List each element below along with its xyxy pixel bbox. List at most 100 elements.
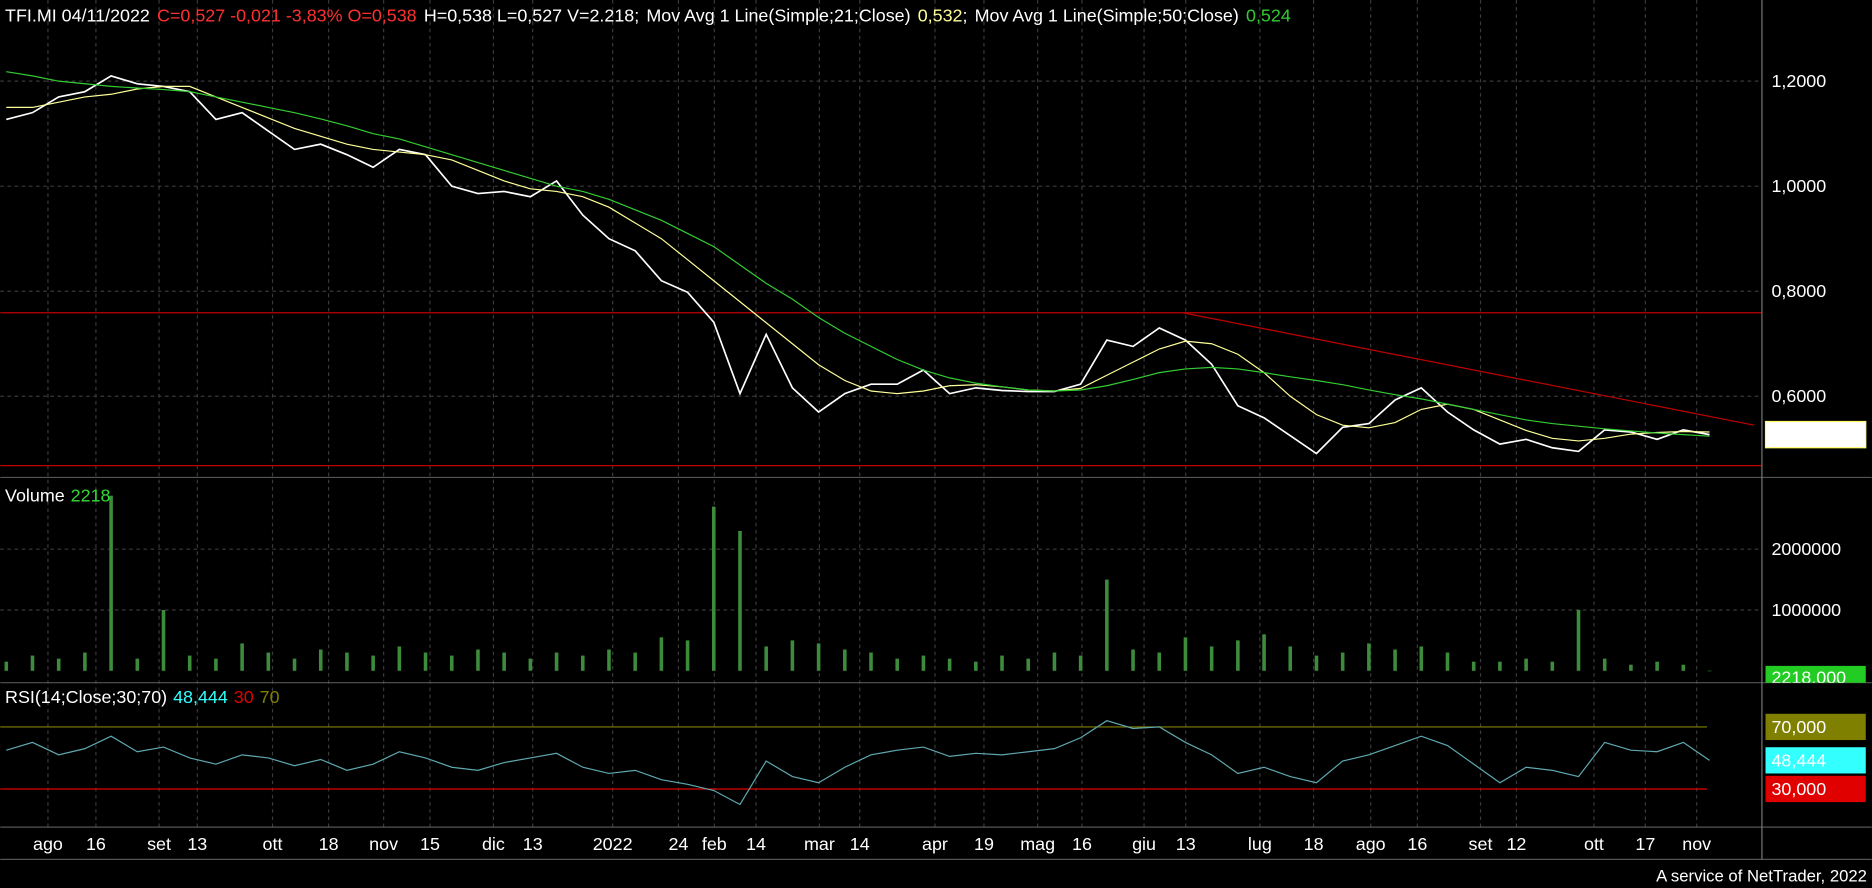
header: TFI.MI 04/11/2022 C=0,527 -0,021 -3,83% O…	[5, 5, 1291, 25]
labels-layer: ago 16 set 13 ott 18 nov 15 dic 13 2022 24 feb 14 mar 1…	[33, 71, 1867, 854]
x-tick-label: mag	[1020, 834, 1055, 854]
x-tick-label: 17	[1635, 834, 1655, 854]
tick-box	[1765, 713, 1866, 741]
x-tick-label: ago	[33, 834, 63, 854]
volume-bar	[711, 506, 716, 671]
x-tick-label: lug	[1248, 834, 1272, 854]
y-tick-label: 2000000	[1771, 539, 1841, 559]
volume-label: Volume	[5, 485, 65, 505]
x-tick-label: 19	[974, 834, 994, 854]
marks-layer	[0, 71, 1762, 806]
volume-bar	[56, 658, 61, 671]
x-tick-label: 18	[1304, 834, 1324, 854]
x-tick-label: 24	[668, 834, 688, 854]
rsi-line	[6, 720, 1710, 806]
tick-box	[1765, 775, 1866, 803]
volume-bar	[1655, 661, 1659, 671]
volume-bar	[1026, 658, 1031, 671]
volume-bar	[921, 655, 926, 671]
rsi-label: RSI(14;Close;30;70)	[5, 687, 167, 707]
ticker-title: TFI.MI 04/11/2022	[5, 5, 150, 25]
quote: C=0,527 -0,021 -3,83% O=0,538	[157, 5, 417, 25]
trend-line	[1182, 312, 1755, 426]
price-box-label: 0,5270	[1771, 425, 1826, 445]
volume-bar	[1209, 646, 1214, 671]
moving-average	[6, 85, 1710, 442]
grid-layer	[0, 0, 1762, 828]
y-tick-label: 0,6000	[1771, 386, 1826, 406]
x-tick-label: 13	[523, 834, 543, 854]
volume-bar	[1602, 658, 1607, 671]
x-tick-label: 12	[1506, 834, 1526, 854]
volume-bar	[764, 646, 768, 671]
volume-bar	[790, 640, 795, 671]
rsi-box-label: 48,444	[1771, 750, 1826, 770]
x-tick-label: feb	[702, 834, 727, 854]
x-tick-label: 16	[86, 834, 106, 854]
volume-bar	[476, 649, 480, 671]
volume-bar	[1340, 652, 1345, 671]
x-tick-label: 13	[187, 834, 207, 854]
y-tick-label: 30,000	[1771, 779, 1826, 799]
volume-bar	[816, 643, 821, 671]
volume-bar	[1052, 652, 1057, 671]
volume-bar	[423, 652, 428, 671]
x-tick-label: 16	[1407, 834, 1427, 854]
price-box	[1764, 420, 1867, 449]
x-tick-label: giu	[1132, 834, 1156, 854]
separator: ;	[963, 5, 968, 25]
volume-bar	[528, 658, 533, 671]
moving-average	[6, 71, 1710, 437]
x-tick-label: mar	[804, 834, 835, 854]
volume-bar	[240, 643, 244, 671]
volume-bar	[83, 652, 87, 671]
volume-bar	[1288, 646, 1293, 671]
legend-name: Mov Avg 1 Line(Simple;50;Close)	[975, 5, 1239, 25]
volume-bar	[1000, 655, 1004, 671]
volume-bar	[974, 661, 978, 671]
rsi-value: 48,444	[173, 687, 228, 707]
volume-bar	[843, 649, 847, 671]
price-line	[6, 74, 1710, 455]
volume-bar	[1183, 637, 1188, 671]
volume-bar	[449, 655, 454, 671]
volume-bar	[738, 530, 742, 671]
volume-bar	[685, 640, 690, 671]
volume-bar	[345, 652, 349, 671]
x-tick-label: ago	[1356, 834, 1386, 854]
x-tick-label: ott	[1584, 834, 1604, 854]
rsi-level: 70	[260, 687, 280, 707]
x-tick-label: ott	[263, 834, 283, 854]
volume-bar	[1314, 655, 1319, 671]
volume-bar	[659, 637, 664, 671]
x-tick-label: set	[1469, 834, 1493, 854]
volume-bar	[30, 655, 35, 671]
legend-value: 0,524	[1246, 5, 1291, 25]
volume-bar	[1524, 658, 1528, 671]
volume-bar	[109, 495, 113, 671]
volume-value: 2218	[71, 485, 111, 505]
rsi-legend: RSI(14;Close;30;70) 48,444 30 70	[5, 687, 280, 707]
ohlc: H=0,538 L=0,527 V=2.218	[424, 5, 634, 25]
volume-box-label: 2218,000	[1771, 668, 1846, 688]
volume-bar	[869, 652, 873, 671]
volume-bar	[1550, 661, 1555, 671]
x-tick-label: 14	[746, 834, 766, 854]
x-tick-label: 15	[420, 834, 440, 854]
y-tick-label: 1,2000	[1771, 71, 1826, 91]
volume-bar	[1131, 649, 1135, 671]
y-tick-label: 1000000	[1771, 600, 1841, 620]
volume-bar	[1419, 646, 1424, 671]
x-tick-label: apr	[922, 834, 948, 854]
volume-bar	[1629, 664, 1633, 671]
volume-bar	[895, 658, 900, 671]
volume-bar	[1367, 643, 1371, 671]
volume-bar	[1576, 609, 1581, 671]
volume-bar	[1681, 664, 1686, 671]
legend-value: 0,532	[918, 5, 963, 25]
volume-bar	[397, 646, 402, 671]
volume-bar	[214, 658, 218, 671]
x-tick-label: 2022	[593, 834, 633, 854]
volume-bar	[161, 609, 166, 671]
